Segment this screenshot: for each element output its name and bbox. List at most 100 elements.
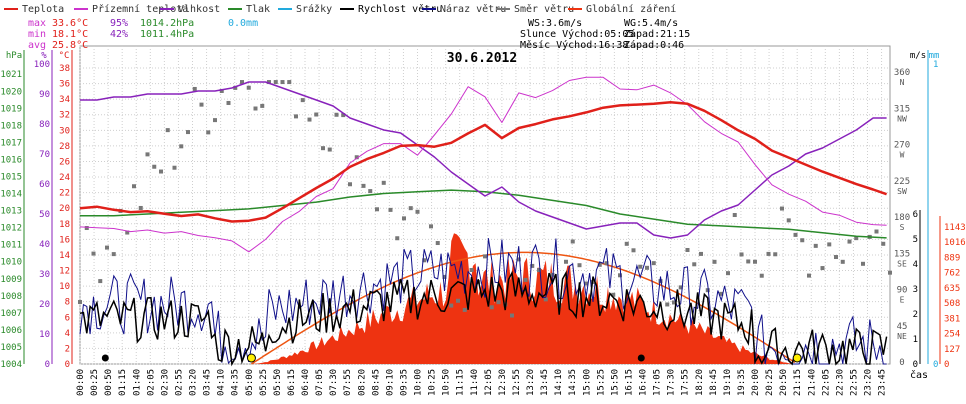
solar-radiation-area: [250, 233, 798, 365]
wind-direction-point: [516, 257, 521, 262]
wind-direction-point: [435, 241, 440, 246]
wind-direction-points: [78, 80, 892, 318]
x-tick-label: 08:45: [371, 369, 381, 396]
wind-direction-point: [159, 169, 163, 174]
x-tick-label: 02:30: [160, 369, 170, 396]
series-temperature: [79, 101, 888, 223]
axis-degc-tick: 30: [59, 126, 70, 136]
wind-direction-point: [807, 273, 811, 278]
axis-hpa-tick: 1008: [0, 292, 22, 302]
wind-direction-point: [692, 262, 697, 267]
wind-direction-point: [462, 307, 467, 312]
series-humidity: [80, 81, 887, 239]
wind-direction-point: [719, 291, 724, 296]
x-tick-label: 19:35: [737, 369, 747, 396]
x-tick-label: 00:00: [76, 369, 86, 396]
stat-min-hum: 42%: [110, 29, 128, 40]
x-tick-label: 19:10: [723, 369, 733, 396]
axis-degc-tick: 20: [59, 204, 70, 214]
wind-direction-point: [766, 251, 771, 256]
wind-direction-point: [442, 274, 447, 279]
wind-direction-point: [813, 243, 818, 248]
stat-max-press: 1014.2hPa: [140, 18, 194, 29]
axis-hpa-tick: 1015: [0, 173, 22, 183]
axis-hpa-tick: 1004: [0, 360, 22, 370]
axis-pct-tick: 0: [45, 360, 50, 370]
axis-hpa-tick: 1017: [0, 138, 22, 148]
x-tick-label: 08:20: [357, 369, 367, 396]
info-wg: WG:5.4m/s: [624, 18, 678, 29]
axes: hPa% °C1004100510061007100810091010101110…: [0, 50, 966, 396]
axis-mm-unit: mm: [929, 51, 940, 61]
wind-direction-point: [145, 152, 150, 157]
x-tick-label: 14:35: [568, 369, 578, 396]
wind-direction-point: [786, 218, 791, 223]
axis-degc-tick: 26: [59, 157, 70, 167]
wind-direction-point: [685, 247, 690, 252]
x-tick-label: 21:15: [793, 369, 803, 396]
axis-degc-tick: 36: [59, 80, 70, 90]
wind-direction-point: [861, 261, 865, 266]
x-tick-label: 11:15: [456, 369, 466, 396]
axis-pct-unit: %: [41, 51, 47, 61]
wind-direction-point: [402, 216, 406, 221]
axis-dir-compass: SW: [897, 187, 907, 196]
axis-pct-tick: 30: [39, 270, 50, 280]
wind-direction-point: [604, 261, 609, 266]
wind-direction-point: [881, 241, 886, 246]
wind-direction-point: [699, 251, 703, 256]
x-tick-label: 10:00: [414, 369, 424, 396]
x-tick-label: 05:00: [245, 369, 255, 396]
info-sun-set: Západ:21:15: [624, 28, 690, 40]
axis-dir-tick: 90: [897, 286, 908, 296]
x-tick-label: 03:20: [189, 369, 199, 396]
x-tick-label: 13:45: [540, 369, 550, 396]
wind-direction-point: [91, 251, 96, 256]
axis-degc-tick: 18: [59, 220, 70, 230]
wind-direction-point: [584, 281, 589, 286]
x-tick-label: 01:15: [118, 369, 128, 396]
x-tick-label: 07:55: [343, 369, 353, 396]
wind-direction-point: [888, 270, 892, 275]
x-tick-label: 06:15: [287, 369, 297, 396]
axis-dir-tick: 360: [894, 68, 910, 78]
axis-dir-tick: 180: [894, 213, 910, 223]
axis-degc-tick: 2: [65, 344, 70, 354]
wind-direction-point: [375, 207, 379, 212]
wind-direction-point: [820, 266, 825, 271]
x-tick-label: 21:40: [807, 369, 817, 396]
axis-dir-compass: SE: [897, 259, 907, 268]
axis-degc-tick: 0: [65, 360, 70, 370]
wind-direction-point: [98, 279, 103, 284]
wind-direction-point: [226, 100, 231, 105]
wind-direction-point: [206, 130, 211, 135]
stat-max-rain: 0.0mm: [228, 18, 258, 29]
wind-direction-point: [111, 252, 116, 257]
wind-direction-point: [253, 106, 258, 111]
axis-degc-tick: 28: [59, 142, 70, 152]
x-tick-label: 12:05: [484, 369, 494, 396]
wind-direction-point: [314, 112, 319, 117]
x-tick-label: 05:50: [273, 369, 283, 396]
x-tick-label: 03:45: [203, 369, 213, 396]
wind-direction-point: [213, 118, 217, 123]
wind-direction-point: [240, 80, 244, 85]
wind-direction-point: [246, 85, 251, 90]
axis-dir-compass: NW: [897, 114, 907, 123]
wind-direction-point: [327, 147, 332, 152]
axis-degc-unit: °C: [59, 51, 70, 61]
legend-item: Rychlost větru: [358, 3, 442, 15]
axis-degc-tick: 34: [59, 95, 70, 105]
wind-direction-point: [449, 303, 454, 308]
x-tick-label: 07:05: [315, 369, 325, 396]
wind-direction-point: [321, 146, 325, 151]
legend-item: Teplota: [22, 4, 64, 15]
axis-hpa-tick: 1021: [0, 70, 22, 80]
wind-direction-point: [840, 259, 845, 264]
wind-direction-point: [705, 288, 710, 293]
axis-dir-compass: S: [900, 223, 905, 232]
axis-wm2-tick: 1016: [944, 238, 966, 248]
axis-degc-tick: 38: [59, 64, 70, 74]
wind-direction-point: [429, 224, 433, 229]
